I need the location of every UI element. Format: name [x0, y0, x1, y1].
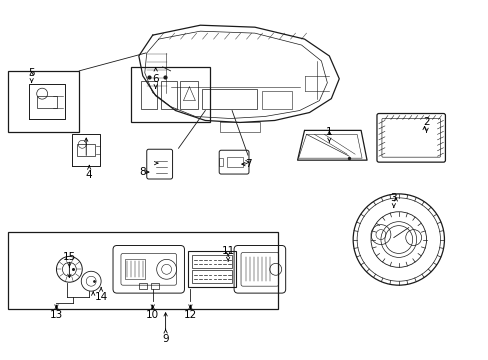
Bar: [77, 144, 95, 156]
Bar: [180, 81, 198, 109]
Text: 13: 13: [50, 310, 63, 320]
Text: 2: 2: [423, 117, 429, 127]
Text: 10: 10: [146, 310, 159, 320]
Text: 5: 5: [28, 68, 35, 78]
Bar: [139, 283, 146, 289]
Text: 14: 14: [94, 292, 107, 302]
Text: 1: 1: [325, 127, 332, 138]
Text: 6: 6: [152, 74, 159, 84]
Text: 8: 8: [139, 167, 146, 177]
Text: 15: 15: [62, 252, 76, 262]
Bar: [188, 251, 236, 287]
Text: 9: 9: [162, 334, 168, 344]
Bar: [8, 71, 79, 132]
Bar: [150, 283, 158, 289]
Bar: [124, 260, 144, 279]
Text: 3: 3: [390, 193, 396, 203]
Bar: [192, 255, 232, 268]
Bar: [262, 91, 291, 109]
Bar: [219, 158, 223, 166]
Bar: [192, 270, 232, 283]
Text: 7: 7: [244, 159, 251, 169]
Bar: [161, 81, 176, 109]
Text: 11: 11: [221, 247, 234, 256]
Bar: [131, 67, 210, 122]
Bar: [226, 157, 243, 167]
Bar: [141, 81, 156, 109]
Bar: [37, 96, 57, 108]
Bar: [202, 89, 256, 109]
Text: 4: 4: [86, 170, 92, 180]
Text: 12: 12: [183, 310, 197, 320]
Bar: [8, 231, 277, 309]
